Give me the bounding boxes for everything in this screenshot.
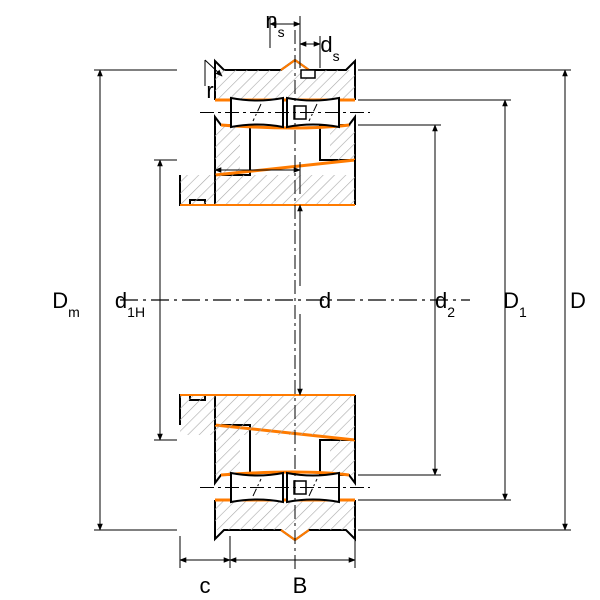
dim-ds — [300, 36, 320, 68]
label-d: d — [319, 290, 331, 312]
label-D: D — [570, 290, 586, 312]
half — [180, 395, 370, 540]
label-l: l — [248, 150, 253, 172]
label-B: B — [293, 575, 308, 597]
label-Dm: Dm — [52, 290, 80, 315]
label-D1: D1 — [503, 290, 527, 315]
label-d1H: d1H — [115, 290, 145, 315]
label-r: r — [206, 80, 213, 102]
label-ds: ds — [320, 34, 339, 59]
dim-c — [180, 536, 230, 568]
dim-B — [230, 536, 355, 568]
label-ns: ns — [265, 10, 284, 35]
label-c: c — [200, 575, 211, 597]
label-d2: d2 — [435, 290, 455, 315]
